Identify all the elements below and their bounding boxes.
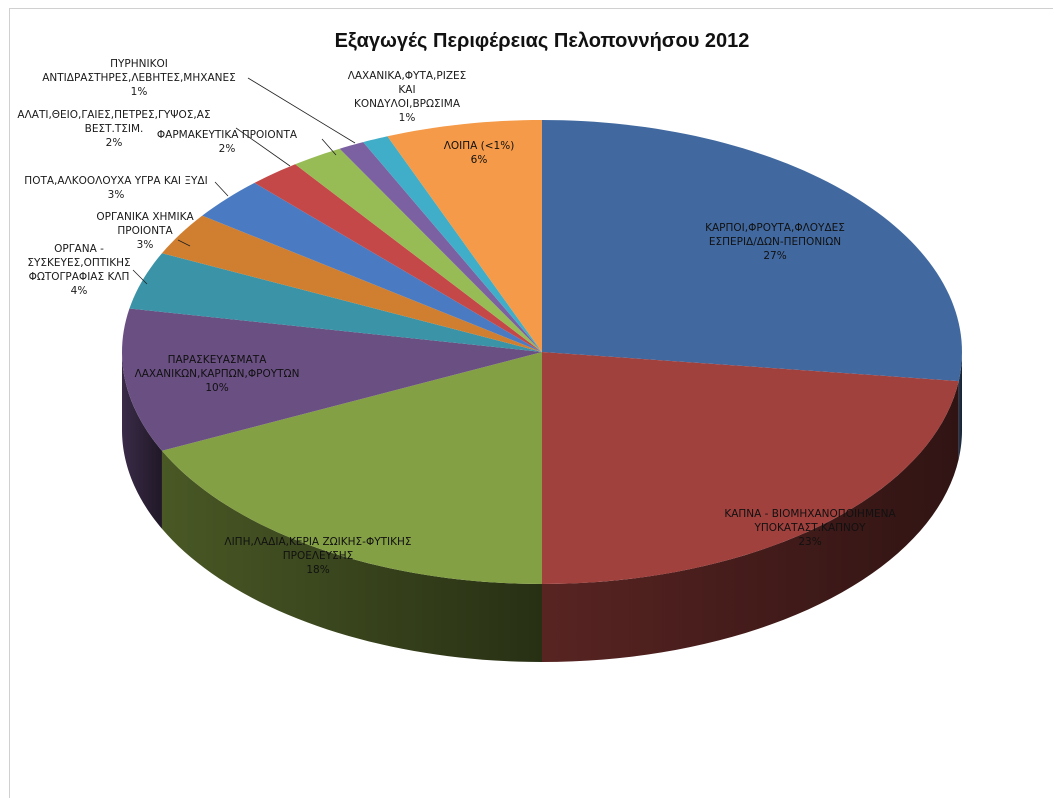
- slice-label-11: ΛΑΧΑΝΙΚΑ,ΦΥΤΑ,ΡΙΖΕΣ ΚΑΙ ΚΟΝΔΥΛΟΙ,ΒΡΩΣΙΜΑ 1%: [348, 70, 467, 124]
- slice-label-line: ΚΑΡΠΟΙ,ΦΡΟΥΤΑ,ΦΛΟΥΔΕΣ: [705, 222, 845, 234]
- slice-label-line: ΠΡΟΕΛΕΥΣΗΣ: [283, 550, 354, 562]
- slice-label-line: ΚΑΙ: [398, 84, 415, 96]
- slice-label-line: ΚΑΠΝΑ - ΒΙΟΜΗΧΑΝΟΠΟΙΗΜΕΝΑ: [724, 508, 896, 520]
- slice-label-line: ΥΠΟΚΑΤΑΣΤ.ΚΑΠΝΟΥ: [753, 522, 866, 534]
- slice-percent: 23%: [798, 536, 821, 548]
- slice-label-9: ΦΑΡΜΑΚΕΥΤΙΚΑ ΠΡΟΙΟΝΤΑ 2%: [157, 129, 336, 155]
- slice-percent: 1%: [131, 86, 148, 98]
- slice-label-line: ΠΥΡΗΝΙΚΟΙ: [110, 58, 168, 70]
- slice-label-line: ΕΣΠΕΡΙΔ/ΔΩΝ-ΠΕΠΟΝΙΩΝ: [709, 236, 841, 248]
- slice-label-line: ΒΕΣΤ.ΤΣΙΜ.: [85, 123, 144, 135]
- slice-percent: 6%: [471, 154, 488, 166]
- slice-label-line: ΣΥΣΚΕΥΕΣ,ΟΠΤΙΚΗΣ: [27, 257, 130, 269]
- slice-percent: 2%: [106, 137, 123, 149]
- slice-percent: 1%: [399, 112, 416, 124]
- slice-label-line: ΠΟΤΑ,ΑΛΚΟΟΛΟΥΧΑ ΥΓΡΑ ΚΑΙ ΞΥΔΙ: [24, 175, 207, 187]
- slice-label-line: ΠΑΡΑΣΚΕΥΑΣΜΑΤΑ: [168, 354, 268, 366]
- slice-label-5: ΟΡΓΑΝΑ - ΣΥΣΚΕΥΕΣ,ΟΠΤΙΚΗΣ ΦΩΤΟΓΡΑΦΙΑΣ ΚΛΠ 4…: [27, 243, 147, 297]
- slice-label-line: ΟΡΓΑΝΙΚΑ ΧΗΜΙΚΑ: [96, 211, 194, 223]
- slice-label-line: ΑΝΤΙΔΡΑΣΤΗΡΕΣ,ΛΕΒΗΤΕΣ,ΜΗΧΑΝΕΣ: [42, 72, 236, 84]
- slice-percent: 3%: [137, 239, 154, 251]
- slice-label-line: ΑΛΑΤΙ,ΘΕΙΟ,ΓΑΙΕΣ,ΠΕΤΡΕΣ,ΓΥΨΟΣ,ΑΣ: [17, 109, 210, 121]
- slice-percent: 4%: [71, 285, 88, 297]
- slice-label-line: ΚΟΝΔΥΛΟΙ,ΒΡΩΣΙΜΑ: [354, 98, 461, 110]
- slice-label-7: ΠΟΤΑ,ΑΛΚΟΟΛΟΥΧΑ ΥΓΡΑ ΚΑΙ ΞΥΔΙ 3%: [24, 175, 228, 201]
- slice-label-line: ΦΩΤΟΓΡΑΦΙΑΣ ΚΛΠ: [29, 271, 130, 283]
- slice-label-line: ΦΑΡΜΑΚΕΥΤΙΚΑ ΠΡΟΙΟΝΤΑ: [157, 129, 298, 141]
- slice-label-line: ΟΡΓΑΝΑ -: [54, 243, 104, 255]
- slice-label-line: ΛΑΧΑΝΙΚΩΝ,ΚΑΡΠΩΝ,ΦΡΟΥΤΩΝ: [135, 368, 300, 380]
- slice-label-line: ΠΡΟΙΟΝΤΑ: [117, 225, 173, 237]
- slice-label-line: ΛΙΠΗ,ΛΑΔΙΑ,ΚΕΡΙΑ ΖΩΙΚΗΣ-ΦΥΤΙΚΗΣ: [224, 536, 411, 548]
- slice-label-line: ΛΟΙΠΑ (<1%): [444, 140, 515, 152]
- slice-label-line: ΛΑΧΑΝΙΚΑ,ΦΥΤΑ,ΡΙΖΕΣ: [348, 70, 467, 82]
- slice-percent: 18%: [306, 564, 329, 576]
- leader-line: [215, 182, 228, 196]
- slice-percent: 27%: [763, 250, 786, 262]
- slice-percent: 10%: [205, 382, 228, 394]
- pie-slice-1: [542, 120, 962, 381]
- slice-percent: 3%: [108, 189, 125, 201]
- chart-title: Εξαγωγές Περιφέρειας Πελοποννήσου 2012: [335, 30, 750, 52]
- slice-percent: 2%: [219, 143, 236, 155]
